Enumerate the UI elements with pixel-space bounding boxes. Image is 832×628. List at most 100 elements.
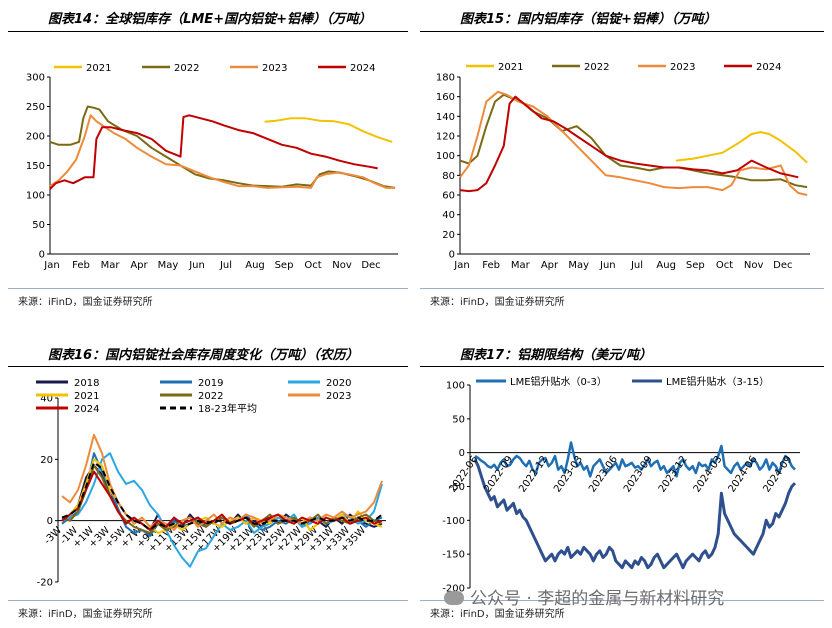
- chart14-xtick-label: Mar: [101, 260, 121, 271]
- chart17-source: 来源：iFinD，国金证券研究所: [430, 609, 565, 620]
- chart17-xtick-label: 2023-12: [657, 454, 690, 495]
- chart17-ytick-label: -150: [442, 550, 465, 561]
- chart15-xtick-label: Jul: [630, 260, 643, 271]
- chart16-source: 来源：iFinD，国金证券研究所: [18, 609, 153, 620]
- chart16-ytick-label: -20: [37, 578, 53, 589]
- chart15-xtick-label: Apr: [541, 260, 559, 271]
- chart14-xtick-label: Dec: [361, 260, 380, 271]
- chart17-legend-label-1: LME铝升贴水（3-15）: [666, 375, 769, 388]
- chart15-title-rule: [420, 31, 824, 32]
- chart14-ytick-label: 150: [26, 161, 45, 172]
- watermark: 公众号 · 李超的金属与新材料研究: [444, 584, 724, 609]
- chart15-xtick-label: Sep: [686, 260, 705, 271]
- chart16-legend-label-2023: 2023: [326, 391, 351, 402]
- chart15-series-2024: [459, 95, 799, 193]
- chart15-ytick-label: 0: [449, 250, 455, 261]
- chart15-ytick-label: 80: [442, 171, 455, 182]
- chart17-ytick-label: -100: [442, 516, 465, 527]
- chart16-title-rule: [8, 366, 408, 367]
- chart15-ytick-label: 120: [436, 132, 455, 143]
- chart15-legend-label-2024: 2024: [756, 62, 781, 73]
- chart17-ytick-label: 100: [446, 381, 465, 392]
- chart16-ytick-label: 0: [47, 516, 53, 527]
- chart17-ytick-label: 50: [452, 414, 465, 425]
- chart14-series-2023: [49, 114, 396, 189]
- chart14-xtick-label: May: [158, 260, 179, 271]
- chart14-ytick-label: 300: [26, 73, 45, 84]
- chart14-source: 来源：iFinD，国金证券研究所: [18, 297, 153, 308]
- chart17-series-LME铝升贴水（3-15）: [473, 458, 797, 570]
- chart17-xtick-label: 2024-03: [692, 454, 725, 495]
- chart14-ytick-label: 100: [26, 191, 45, 202]
- wechat-icon: [444, 591, 464, 605]
- chart16-title: 图表16：国内铝锭社会库存周度变化（万吨）（农历）: [48, 348, 359, 363]
- chart15-legend-label-2023: 2023: [670, 62, 695, 73]
- chart17-xtick-label: 2022-09: [482, 454, 515, 495]
- chart14-xtick-label: Aug: [245, 260, 265, 271]
- chart16-legend-label-2021: 2021: [74, 391, 99, 402]
- chart14-source-rule: [8, 288, 408, 289]
- chart17-xtick-label: 2023-09: [622, 454, 655, 495]
- chart14-series-2024: [49, 114, 378, 190]
- chart15-ytick-label: 100: [436, 151, 455, 162]
- chart16-legend-label-2018: 2018: [74, 378, 99, 389]
- chart15-ytick-label: 60: [442, 191, 455, 202]
- chart15-xtick-label: Feb: [482, 260, 500, 271]
- chart14-legend-label-2022: 2022: [174, 63, 199, 74]
- chart17-source-rule: [420, 600, 824, 601]
- chart17-ytick-label: -50: [449, 482, 465, 493]
- chart14-ytick-label: 50: [32, 220, 45, 231]
- chart16-ytick-label: 20: [40, 455, 53, 466]
- chart14-series-2021: [264, 117, 393, 143]
- chart15-xtick-label: Jan: [453, 260, 469, 271]
- chart16-legend-label-18-23年平均: 18-23年平均: [198, 402, 257, 415]
- chart15-ytick-label: 20: [442, 230, 455, 241]
- chart16-legend-label-2020: 2020: [326, 378, 351, 389]
- chart17-ytick-label: 0: [459, 448, 465, 459]
- chart15-series-2023: [459, 90, 808, 196]
- chart17-ytick-label: -200: [442, 584, 465, 595]
- chart15-xtick-label: Dec: [773, 260, 792, 271]
- chart15-xtick-label: May: [568, 260, 589, 271]
- chart14-xtick-label: Nov: [332, 260, 352, 271]
- chart15-xtick-label: Mar: [511, 260, 531, 271]
- chart17-series-LME铝升贴水（0-3）: [474, 441, 796, 478]
- chart15-xtick-label: Aug: [656, 260, 676, 271]
- chart15-series-2021: [675, 131, 808, 164]
- chart14-xtick-label: Apr: [130, 260, 148, 271]
- chart16-ytick-label: 40: [40, 394, 53, 405]
- chart14-title: 图表14：全球铝库存（LME+国内铝锭+铝棒）（万吨）: [48, 12, 372, 27]
- chart14-xtick-label: Jul: [219, 260, 232, 271]
- chart16-legend-label-2019: 2019: [198, 378, 223, 389]
- chart17-xtick-label: 2024-06: [727, 454, 760, 495]
- chart16-series-2023: [61, 433, 383, 531]
- chart17-legend-label-0: LME铝升贴水（0-3）: [510, 375, 607, 388]
- chart14-xtick-label: Feb: [72, 260, 90, 271]
- chart16-series-2024: [61, 470, 383, 531]
- chart14-series-2022: [49, 105, 396, 189]
- chart15-source-rule: [420, 288, 824, 289]
- chart15-ytick-label: 160: [436, 92, 455, 103]
- chart15-legend-label-2021: 2021: [498, 62, 523, 73]
- watermark-text: 公众号 · 李超的金属与新材料研究: [470, 589, 725, 609]
- chart14-ytick-label: 250: [26, 102, 45, 113]
- chart16-legend-label-2024: 2024: [74, 404, 99, 415]
- chart17-title-rule: [420, 366, 824, 367]
- chart14-ytick-label: 0: [39, 250, 45, 261]
- chart15-series-2022: [459, 93, 808, 189]
- chart14-ytick-label: 200: [26, 132, 45, 143]
- chart14-xtick-label: Jun: [188, 260, 205, 271]
- chart15-legend-label-2022: 2022: [584, 62, 609, 73]
- chart15-source: 来源：iFinD，国金证券研究所: [430, 297, 565, 308]
- chart15-ytick-label: 180: [436, 73, 455, 84]
- chart14-xtick-label: Oct: [304, 260, 321, 271]
- chart15-ytick-label: 140: [436, 112, 455, 123]
- chart15-xtick-label: Oct: [716, 260, 733, 271]
- chart15-xtick-label: Nov: [744, 260, 764, 271]
- chart17-title: 图表17：铝期限结构（美元/吨）: [460, 348, 652, 363]
- chart15-ytick-label: 40: [442, 210, 455, 221]
